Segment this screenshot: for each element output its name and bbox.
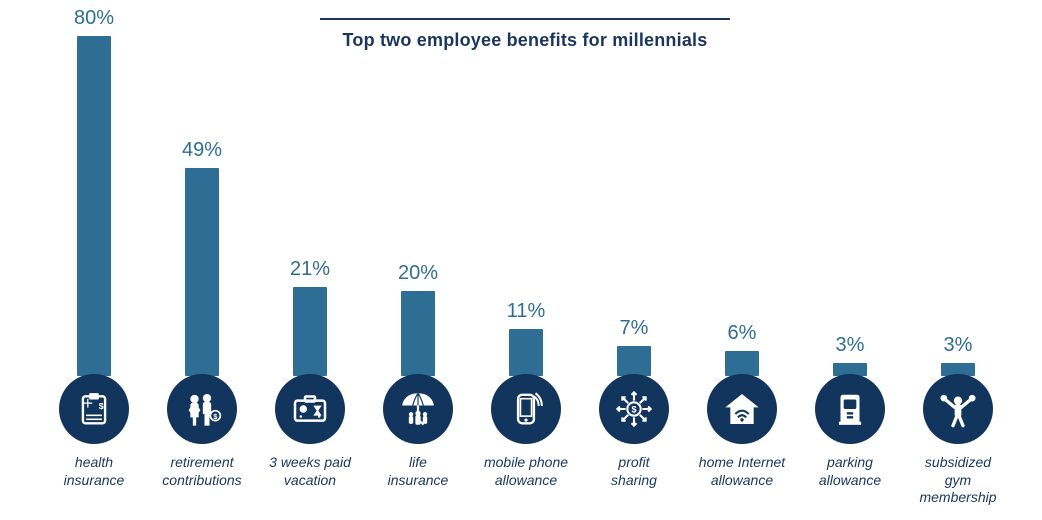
category-label: 3 weeks paid vacation [269, 454, 351, 490]
chart-column: 80% $ health insurance [40, 7, 148, 490]
category-label: retirement contributions [162, 454, 241, 490]
retirement-icon: $ [167, 374, 237, 444]
chart-column: 3% subsidized gym membership [904, 334, 1012, 490]
bar-percent-label: 21% [290, 258, 330, 281]
bar-percent-label: 7% [620, 317, 649, 340]
chart-column: 49% $ retirement contributions [148, 139, 256, 490]
category-label: health insurance [64, 454, 125, 490]
chart-column: 7% $ profit sharing [580, 317, 688, 490]
category-label: profit sharing [611, 454, 657, 490]
profit-icon: $ [599, 374, 669, 444]
benefits-bar-chart: 80% $ health insurance49% $ retirement c… [40, 10, 1012, 490]
category-label: subsidized gym membership [912, 454, 1004, 490]
category-label: parking allowance [819, 454, 881, 490]
chart-column: 3% parking allowance [796, 334, 904, 490]
category-label: life insurance [388, 454, 449, 490]
chart-column: 11% mobile phone allowance [472, 300, 580, 490]
internet-icon [707, 374, 777, 444]
health-icon: $ [59, 374, 129, 444]
bar-percent-label: 3% [944, 334, 973, 357]
chart-column: 20% life insurance [364, 262, 472, 490]
parking-icon [815, 374, 885, 444]
bar [725, 351, 759, 377]
bar [185, 168, 219, 376]
bar [401, 291, 435, 376]
bar-percent-label: 20% [398, 262, 438, 285]
chart-column: 21% 3 weeks paid vacation [256, 258, 364, 490]
bar [509, 329, 543, 376]
chart-column: 6% home Internet allowance [688, 322, 796, 491]
mobile-icon [491, 374, 561, 444]
bar-percent-label: 49% [182, 139, 222, 162]
svg-text:$: $ [631, 404, 636, 414]
gym-icon [923, 374, 993, 444]
bar [293, 287, 327, 376]
life-icon [383, 374, 453, 444]
bar [77, 36, 111, 376]
svg-text:$: $ [99, 401, 104, 411]
bar-percent-label: 6% [728, 322, 757, 345]
bar [617, 346, 651, 376]
vacation-icon [275, 374, 345, 444]
category-label: home Internet allowance [699, 454, 785, 490]
bar-percent-label: 3% [836, 334, 865, 357]
bar-percent-label: 80% [74, 7, 114, 30]
category-label: mobile phone allowance [484, 454, 568, 490]
bar-percent-label: 11% [507, 300, 546, 323]
